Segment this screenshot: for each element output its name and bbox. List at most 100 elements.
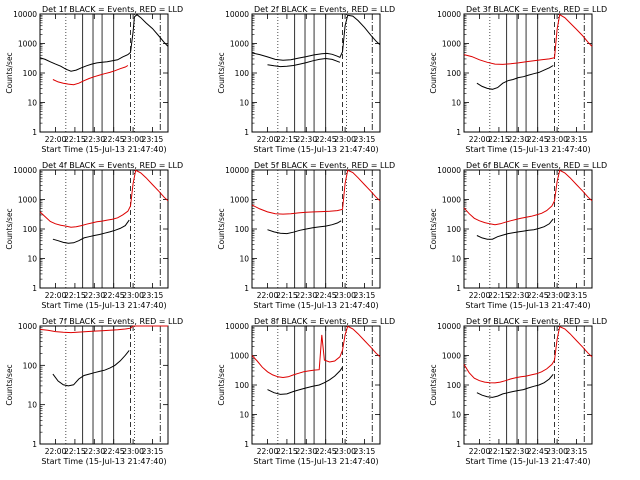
panel-title: Det 8f BLACK = Events, RED = LLD	[254, 317, 395, 326]
y-tick-label: 10	[27, 401, 37, 410]
x-tick-label: 22:45	[103, 447, 125, 456]
x-tick-label: 22:30	[295, 291, 317, 300]
x-tick-label: 22:45	[315, 447, 337, 456]
y-tick-label: 1	[456, 128, 461, 137]
x-tick-label: 22:15	[488, 291, 510, 300]
y-tick-label: 1000	[442, 196, 461, 205]
y-tick-label: 10000	[225, 166, 249, 175]
x-tick-label: 23:00	[334, 135, 356, 144]
x-tick-label: 22:15	[488, 135, 510, 144]
x-axis-label: Start Time (15-Jul-13 21:47:40)	[465, 145, 590, 154]
series-line-lld	[52, 65, 129, 86]
panel-det-1: Det 1f BLACK = Events, RED = LLD 1 10 100 10…	[5, 5, 183, 154]
y-axis-label: Counts/sec	[429, 208, 438, 249]
panel-det-5: Det 5f BLACK = Events, RED = LLD 1 10 100 10…	[217, 161, 395, 310]
y-tick-label: 1000	[230, 352, 249, 361]
x-tick-label: 22:30	[83, 291, 105, 300]
series-line-lld	[267, 57, 341, 68]
x-tick-label: 22:45	[527, 291, 549, 300]
x-axis-label: Start Time (15-Jul-13 21:47:40)	[465, 457, 590, 466]
x-tick-label: 22:30	[507, 447, 529, 456]
y-tick-label: 1	[456, 440, 461, 449]
y-tick-label: 100	[23, 225, 38, 234]
x-axis-label: Start Time (15-Jul-13 21:47:40)	[253, 457, 378, 466]
y-tick-label: 1000	[442, 352, 461, 361]
x-tick-label: 23:15	[354, 135, 376, 144]
x-tick-label: 23:00	[546, 447, 568, 456]
x-tick-label: 23:00	[334, 291, 356, 300]
axes-frame	[463, 13, 593, 133]
panel-det-2: Det 2f BLACK = Events, RED = LLD 1 10 100 10…	[217, 5, 395, 154]
x-tick-label: 22:00	[45, 135, 67, 144]
panel-title: Det 9f BLACK = Events, RED = LLD	[466, 317, 607, 326]
series-line-events	[251, 14, 381, 61]
x-tick-label: 23:00	[122, 291, 144, 300]
panel-title: Det 7f BLACK = Events, RED = LLD	[42, 317, 183, 326]
y-tick-label: 1	[32, 128, 37, 137]
y-axis-label: Counts/sec	[5, 208, 14, 249]
panel-title: Det 3f BLACK = Events, RED = LLD	[466, 5, 607, 14]
x-tick-label: 22:00	[257, 135, 279, 144]
panel-title: Det 5f BLACK = Events, RED = LLD	[254, 161, 395, 170]
x-tick-label: 22:45	[315, 135, 337, 144]
y-tick-label: 1000	[18, 40, 37, 49]
x-axis-label: Start Time (15-Jul-13 21:47:40)	[465, 301, 590, 310]
panel-title: Det 4f BLACK = Events, RED = LLD	[42, 161, 183, 170]
x-tick-label: 23:00	[122, 447, 144, 456]
y-tick-label: 10	[451, 255, 461, 264]
y-tick-label: 10000	[13, 166, 37, 175]
y-tick-label: 10000	[225, 10, 249, 19]
x-tick-label: 23:15	[566, 291, 588, 300]
y-tick-label: 100	[447, 381, 462, 390]
panel-det-6: Det 6f BLACK = Events, RED = LLD 1 10 100 10…	[429, 161, 607, 310]
x-tick-label: 23:00	[546, 291, 568, 300]
y-axis-label: Counts/sec	[5, 52, 14, 93]
series-line-events	[39, 325, 168, 334]
y-tick-label: 1000	[18, 196, 37, 205]
y-tick-label: 1000	[230, 196, 249, 205]
series-line-lld	[476, 373, 554, 398]
y-tick-label: 100	[23, 361, 38, 370]
x-tick-label: 22:00	[469, 135, 491, 144]
y-tick-label: 10	[451, 99, 461, 108]
x-tick-label: 22:15	[488, 447, 510, 456]
series-line-events	[39, 14, 169, 72]
y-tick-label: 10000	[13, 10, 37, 19]
x-tick-label: 22:45	[527, 447, 549, 456]
y-tick-label: 1	[32, 440, 37, 449]
y-axis-label: Counts/sec	[429, 52, 438, 93]
axes-frame	[251, 169, 381, 289]
y-tick-label: 100	[235, 225, 250, 234]
x-tick-label: 22:45	[315, 291, 337, 300]
y-tick-label: 10	[451, 411, 461, 420]
y-tick-label: 1	[244, 128, 249, 137]
series-line-lld	[267, 366, 343, 395]
x-tick-label: 23:15	[566, 135, 588, 144]
y-tick-label: 10	[239, 411, 249, 420]
axes-frame	[251, 325, 381, 445]
y-tick-label: 10000	[437, 322, 461, 331]
x-tick-label: 22:30	[83, 447, 105, 456]
x-tick-label: 22:30	[83, 135, 105, 144]
y-tick-label: 100	[447, 225, 462, 234]
x-tick-label: 22:15	[64, 291, 86, 300]
y-tick-label: 1000	[18, 322, 37, 331]
x-tick-label: 22:30	[507, 135, 529, 144]
y-tick-label: 1	[456, 284, 461, 293]
x-tick-label: 22:00	[469, 291, 491, 300]
series-line-lld	[52, 219, 130, 244]
y-tick-label: 1000	[230, 40, 249, 49]
x-axis-label: Start Time (15-Jul-13 21:47:40)	[41, 145, 166, 154]
panel-det-8: Det 8f BLACK = Events, RED = LLD 1 10 100 10…	[217, 317, 395, 466]
y-tick-label: 10	[239, 255, 249, 264]
series-line-lld	[476, 218, 554, 240]
series-line-events	[39, 169, 169, 228]
panel-det-3: Det 3f BLACK = Events, RED = LLD 1 10 100 10…	[429, 5, 607, 154]
y-axis-label: Counts/sec	[5, 364, 14, 405]
x-tick-label: 22:00	[257, 291, 279, 300]
y-tick-label: 1000	[442, 40, 461, 49]
x-tick-label: 22:15	[276, 291, 298, 300]
x-tick-label: 22:30	[295, 447, 317, 456]
x-axis-label: Start Time (15-Jul-13 21:47:40)	[253, 301, 378, 310]
